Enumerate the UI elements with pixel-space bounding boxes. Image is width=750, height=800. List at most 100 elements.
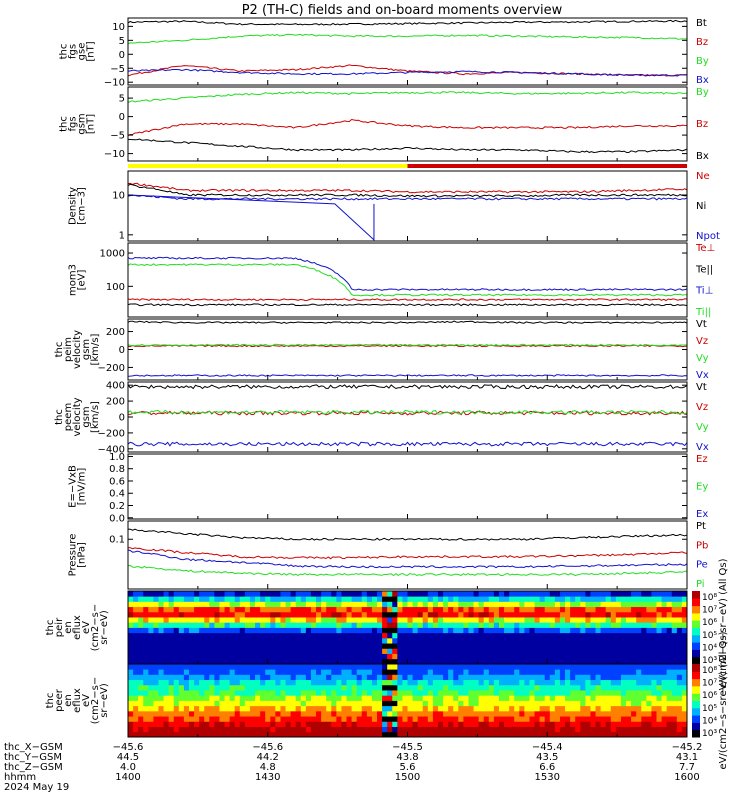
spectrogram-cell xyxy=(524,679,530,686)
spectrogram-cell xyxy=(483,622,490,628)
spectrogram-cell xyxy=(595,679,602,686)
spectrogram-cell xyxy=(290,622,297,628)
spectrogram-cell xyxy=(544,721,551,727)
spectrogram-cell xyxy=(641,627,647,634)
spectrogram-cell xyxy=(366,721,373,727)
spectrogram-cell xyxy=(554,596,561,602)
spectrogram-cell xyxy=(529,674,535,681)
spectrogram-cell xyxy=(636,643,642,649)
spectrogram-cell xyxy=(509,611,515,618)
spectrogram-cell xyxy=(661,721,668,727)
spectrogram-cell xyxy=(194,669,200,675)
spectrogram-cell xyxy=(514,690,520,696)
spectrogram-cell xyxy=(234,596,241,602)
spectrogram-cell xyxy=(275,648,281,654)
spectrogram-cell xyxy=(321,617,327,623)
spectrogram-cell xyxy=(214,679,220,686)
spectrogram-cell xyxy=(651,710,657,717)
spectrogram-cell xyxy=(285,710,292,717)
spectrogram-cell xyxy=(575,710,581,717)
spectrogram-cell xyxy=(473,695,480,701)
spectrogram-cell xyxy=(295,695,302,701)
spectrogram-cell xyxy=(478,617,485,623)
y-axis-label: [nT] xyxy=(86,41,97,61)
spectrogram-cell xyxy=(290,637,297,644)
spectrogram-cell xyxy=(473,664,480,670)
spectrogram-cell xyxy=(463,721,469,727)
colorbar-step xyxy=(692,605,700,610)
spectrogram-cell xyxy=(351,731,358,738)
spectrogram-cell xyxy=(488,664,495,670)
spectrogram-cell xyxy=(539,617,546,623)
spectrogram-cell xyxy=(514,658,520,665)
spectrogram-cell xyxy=(153,637,159,644)
spectrogram-cell xyxy=(646,648,652,654)
spectrogram-cell xyxy=(549,710,556,717)
spectrogram-cell xyxy=(580,596,586,602)
spectrogram-cell xyxy=(392,611,398,618)
spectrogram-cell xyxy=(534,679,541,686)
spectrogram-cell xyxy=(255,606,261,613)
spectrogram-cell xyxy=(646,690,652,696)
spectrogram-cell xyxy=(443,690,449,696)
spectrogram-cell xyxy=(356,705,363,712)
spectrogram-cell xyxy=(473,705,480,712)
spectrogram-cell xyxy=(448,690,454,696)
spectrogram-cell xyxy=(519,643,525,649)
spectrogram-cell xyxy=(326,653,332,660)
spectrogram-cell xyxy=(514,622,520,628)
spectrogram-cell xyxy=(641,705,647,712)
spectrogram-cell xyxy=(377,684,383,691)
spectrogram-cell xyxy=(453,684,459,691)
spectrogram-cell xyxy=(326,643,332,649)
spectrogram-cell xyxy=(605,611,612,618)
spectrogram-cell xyxy=(565,627,571,634)
spectrogram-cell xyxy=(214,674,220,681)
spectrogram-cell xyxy=(615,591,622,597)
spectrogram-cell xyxy=(570,721,576,727)
spectrogram-cell xyxy=(585,695,591,701)
spectrogram-cell xyxy=(422,658,429,665)
spectrogram-cell xyxy=(437,710,444,717)
spectrogram-cell xyxy=(504,637,510,644)
spectrogram-cell xyxy=(473,653,480,660)
spectrogram-cell xyxy=(610,721,617,727)
spectrogram-cell xyxy=(641,601,647,608)
spectrogram-cell xyxy=(504,664,510,670)
spectrogram-cell xyxy=(570,611,576,618)
spectrogram-cell xyxy=(244,669,251,675)
spectrogram-cell xyxy=(128,716,134,722)
spectrogram-cell xyxy=(488,611,495,618)
spectrogram-cell xyxy=(351,716,358,722)
spectrogram-cell xyxy=(443,684,449,691)
spectrogram-cell xyxy=(626,684,632,691)
spectrogram-cell xyxy=(346,664,352,670)
y-tick-label: 0 xyxy=(119,50,125,61)
spectrogram-cell xyxy=(138,648,144,654)
spectrogram-cell xyxy=(610,606,617,613)
spectrogram-cell xyxy=(382,669,388,675)
y-tick-label: 200 xyxy=(106,397,125,408)
spectrogram-cell xyxy=(412,596,419,602)
spectrogram-cell xyxy=(443,658,449,665)
spectrogram-cell xyxy=(570,591,576,597)
spectrogram-cell xyxy=(402,731,408,738)
spectrogram-cell xyxy=(199,695,205,701)
spectrogram-cell xyxy=(539,653,546,660)
spectrogram-cell xyxy=(290,679,297,686)
spectrogram-cell xyxy=(285,627,292,634)
spectrogram-cell xyxy=(600,716,607,722)
spectrogram-cell xyxy=(249,617,256,623)
spectrogram-cell xyxy=(559,648,566,654)
spectrogram-cell xyxy=(509,710,515,717)
spectrogram-cell xyxy=(168,658,175,665)
spectrogram-cell xyxy=(605,653,612,660)
spectrogram-cell xyxy=(620,596,627,602)
spectrogram-cell xyxy=(504,684,510,691)
spectrogram-cell xyxy=(128,726,134,733)
spectrogram-cell xyxy=(265,596,271,602)
spectrogram-cell xyxy=(326,700,332,707)
spectrogram-cell xyxy=(519,731,525,738)
spectrogram-cell xyxy=(554,716,561,722)
spectrogram-cell xyxy=(483,726,490,733)
